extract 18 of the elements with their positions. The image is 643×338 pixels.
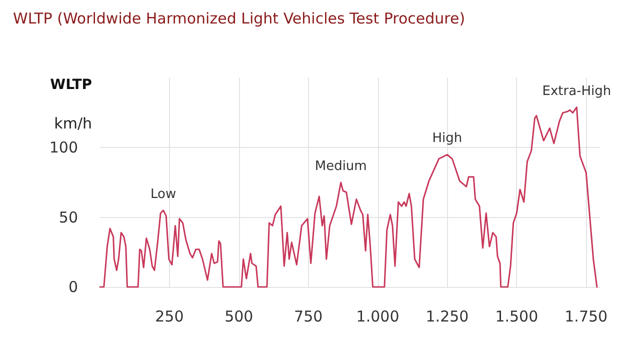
y-tick-label: 50 <box>58 208 78 226</box>
x-tick-label: 250 <box>155 308 184 326</box>
x-tick-label: 500 <box>224 308 254 326</box>
x-tick-label: 1.750 <box>564 308 608 326</box>
y-axis-title: km/h <box>54 114 92 132</box>
y-tick-label: 100 <box>49 138 78 157</box>
annotation: Extra-High <box>542 84 612 99</box>
chart-subtitle: WLTP <box>50 77 92 93</box>
x-tick-label: 750 <box>294 308 323 326</box>
x-tick-label: 1.000 <box>356 308 400 326</box>
chart-title: WLTP (Worldwide Harmonized Light Vehicles Test Procedure) <box>13 10 466 28</box>
annotation: Medium <box>314 159 367 174</box>
x-tick-label: 1.500 <box>495 308 538 326</box>
y-tick-label: 0 <box>68 278 78 296</box>
x-tick-label: 1.250 <box>426 308 469 326</box>
annotation: High <box>432 131 462 146</box>
line-series <box>99 106 598 288</box>
annotation: Low <box>150 186 176 202</box>
